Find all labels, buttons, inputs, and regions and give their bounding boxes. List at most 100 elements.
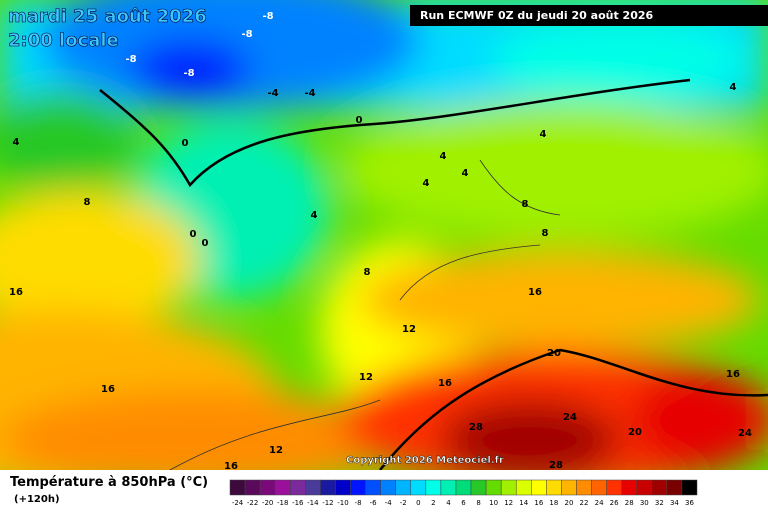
colorbar-tick-label: -6: [370, 499, 378, 507]
colorbar-swatch: [380, 479, 396, 496]
contour-label: 16: [726, 369, 740, 380]
colorbar-tick-label: 34: [670, 499, 679, 507]
colorbar-tick-label: 16: [534, 499, 543, 507]
contour-label: 16: [528, 287, 542, 298]
colorbar-tick-label: 4: [446, 499, 451, 507]
valid-time: 2:00 locale: [8, 30, 119, 51]
colorbar-tick-label: -14: [307, 499, 319, 507]
colorbar-swatch: [666, 479, 683, 496]
colorbar-tick-label: 30: [640, 499, 649, 507]
colorbar-swatch: [395, 479, 412, 496]
contour-label: 8: [84, 197, 91, 208]
colorbar-swatch: [410, 479, 427, 496]
legend-subtitle: (+120h): [14, 494, 60, 505]
contour-label: 12: [402, 324, 416, 335]
contour-label: -4: [267, 88, 278, 99]
colorbar-tick-label: -2: [400, 499, 407, 507]
contour-label: -8: [262, 11, 273, 22]
colorbar-tick-label: -18: [277, 499, 288, 507]
colorbar-swatch: [591, 479, 607, 496]
contour-label: 8: [522, 199, 529, 210]
contour-label: -4: [304, 88, 315, 99]
colorbar-tick-label: 22: [580, 499, 589, 507]
colorbar-tick-label: 32: [655, 499, 664, 507]
colorbar-tick-label: 26: [610, 499, 619, 507]
colorbar-tick-label: -12: [322, 499, 333, 507]
colorbar-tick-label: -16: [292, 499, 304, 507]
colorbar-swatch: [651, 479, 668, 496]
colorbar-swatch: [470, 479, 487, 496]
colorbar-swatch: [531, 479, 547, 496]
colorbar-swatch: [244, 479, 261, 496]
contour-label: 4: [440, 151, 447, 162]
colorbar-tick-label: -24: [232, 499, 244, 507]
colorbar-tick-label: 18: [549, 499, 558, 507]
colorbar-swatch: [290, 479, 306, 496]
contour-label: 24: [563, 412, 577, 423]
colorbar-swatch: [636, 479, 653, 496]
map-title: mardi 25 août 2026: [8, 6, 207, 27]
colorbar-swatch: [576, 479, 592, 496]
contour-label: -8: [241, 29, 252, 40]
contour-label: 4: [423, 178, 430, 189]
contour-label: 0: [182, 138, 189, 149]
colorbar-tick-label: 6: [461, 499, 466, 507]
colorbar-swatch: [425, 479, 442, 496]
colorbar-tick-label: 8: [476, 499, 480, 507]
colorbar-tick-label: -10: [337, 499, 348, 507]
colorbar-swatch: [274, 479, 291, 496]
contour-label: -8: [125, 54, 136, 65]
colorbar-tick-label: 2: [431, 499, 435, 507]
contour-label: 28: [469, 422, 483, 433]
contour-label: 4: [540, 129, 547, 140]
colorbar-tick-label: -22: [247, 499, 258, 507]
colorbar-swatch: [455, 479, 472, 496]
colorbar-swatch: [305, 479, 321, 496]
colorbar-swatch: [335, 479, 351, 496]
contour-label: 12: [269, 445, 283, 456]
colorbar-tick-label: -20: [262, 499, 273, 507]
colorbar-swatch: [229, 479, 246, 496]
temperature-field: [0, 0, 768, 470]
colorbar-tick-label: 24: [595, 499, 604, 507]
contour-label: 16: [438, 378, 452, 389]
contour-label: 20: [547, 348, 561, 359]
contour-label: 16: [9, 287, 23, 298]
run-info: Run ECMWF 0Z du jeudi 20 août 2026: [420, 9, 654, 22]
contour-label: 16: [224, 461, 238, 472]
contour-label: 4: [311, 210, 318, 221]
colorbar-swatch: [440, 479, 457, 496]
contour-label: 8: [364, 267, 371, 278]
colorbar-swatch: [350, 479, 366, 496]
colorbar-swatch: [515, 479, 532, 496]
contour-label: 4: [13, 137, 20, 148]
contour-label: 16: [101, 384, 115, 395]
contour-label: 0: [202, 238, 209, 249]
colorbar-tick-label: 20: [564, 499, 573, 507]
colorbar-swatch: [546, 479, 562, 496]
contour-label: 12: [359, 372, 373, 383]
colorbar-tick-label: 10: [489, 499, 498, 507]
colorbar-tick-label: -4: [385, 499, 393, 507]
contour-label: 28: [549, 460, 563, 471]
colorbar-swatch: [561, 479, 577, 496]
contour-label: 4: [730, 82, 737, 93]
colorbar-tick-label: -8: [355, 499, 362, 507]
colorbar-tick-label: 36: [685, 499, 694, 507]
colorbar-swatch: [606, 479, 622, 496]
contour-label: 0: [190, 229, 197, 240]
run-box: [410, 5, 768, 26]
colorbar-swatch: [485, 479, 502, 496]
contour-label: 20: [628, 427, 642, 438]
colorbar-swatch: [681, 479, 698, 496]
contour-label: 24: [738, 428, 752, 439]
colorbar-tick-label: 14: [519, 499, 528, 507]
colorbar-swatch: [621, 479, 637, 496]
colorbar-swatch: [500, 479, 517, 496]
contour-label: -8: [183, 68, 194, 79]
colorbar-swatch: [259, 479, 276, 496]
contour-label: 4: [462, 168, 469, 179]
copyright: Copyright 2026 Meteociel.fr: [346, 455, 504, 466]
